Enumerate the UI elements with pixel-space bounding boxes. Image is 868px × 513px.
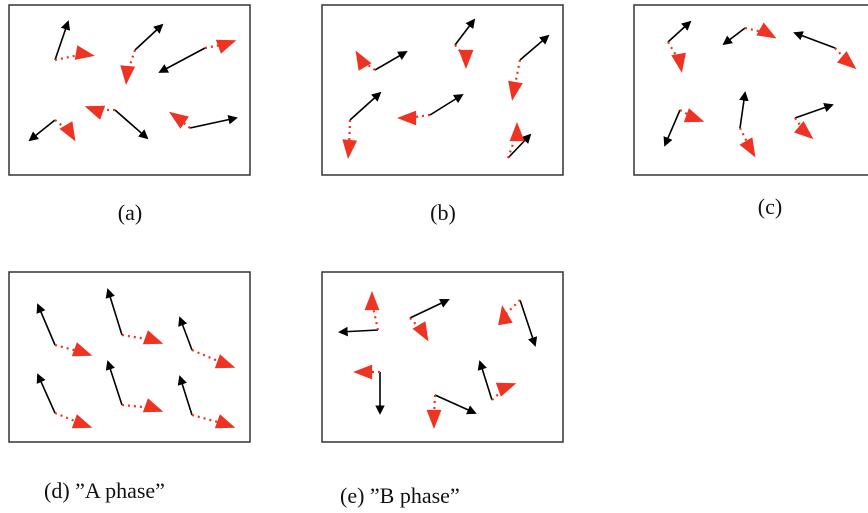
red-spin-arrow	[837, 51, 857, 70]
red-spin-arrow	[498, 305, 513, 326]
black-spin-arrow	[663, 109, 681, 147]
panel-e-caption: (e) ”B phase”	[340, 483, 460, 508]
panel-b-frame	[321, 4, 564, 176]
black-spin-arrow	[434, 394, 477, 415]
panel-c-caption: (c)	[758, 194, 782, 219]
black-spin-arrow	[739, 91, 749, 129]
red-spin-arrow	[683, 108, 705, 123]
red-spin-arrow	[71, 414, 93, 429]
panel-a-caption: (a)	[118, 200, 142, 225]
black-spin-arrow	[189, 114, 238, 129]
red-spin-arrow	[168, 111, 189, 129]
black-spin-arrow	[36, 373, 56, 414]
red-spin-arrow	[756, 22, 777, 39]
red-spin-arrow	[794, 121, 814, 140]
dotted-bond-link	[54, 343, 83, 354]
black-spin-arrow	[177, 375, 193, 416]
panel-a-frame	[8, 4, 251, 176]
panel-e-frame	[321, 271, 564, 443]
black-spin-arrow	[722, 27, 746, 46]
black-spin-arrow	[519, 299, 538, 347]
red-spin-arrow	[412, 321, 429, 342]
black-spin-arrow	[114, 109, 149, 140]
red-spin-arrow	[74, 45, 95, 60]
dotted-bond-link	[506, 132, 519, 159]
red-spin-arrow	[509, 122, 525, 142]
black-spin-arrow	[409, 298, 450, 319]
red-spin-arrow	[495, 382, 517, 397]
red-spin-arrow	[353, 364, 373, 380]
black-spin-arrow	[519, 34, 550, 61]
red-spin-arrow	[59, 121, 76, 142]
black-spin-arrow	[667, 20, 692, 43]
panel-d-frame	[8, 271, 251, 443]
black-spin-arrow	[28, 119, 56, 142]
panel-c-frame	[633, 4, 868, 176]
red-spin-arrow	[84, 105, 106, 120]
black-spin-arrow	[794, 103, 834, 119]
red-spin-arrow	[739, 137, 756, 158]
dotted-bond-link	[125, 49, 137, 75]
black-spin-arrow	[54, 20, 71, 61]
black-spin-arrow	[36, 303, 56, 346]
red-spin-arrow	[426, 409, 442, 429]
black-spin-arrow	[374, 51, 408, 71]
red-spin-arrow	[214, 354, 236, 369]
spin-pairs	[28, 18, 857, 429]
red-spin-arrow	[355, 50, 372, 71]
red-spin-arrow	[364, 291, 380, 311]
panel-b-caption: (b)	[430, 200, 456, 225]
red-spin-arrow	[671, 52, 686, 73]
red-spin-arrow	[458, 49, 474, 69]
black-spin-arrow	[429, 93, 464, 116]
red-spin-arrow	[142, 398, 164, 413]
red-spin-arrow	[71, 342, 93, 357]
red-spin-arrow	[120, 65, 136, 85]
panel-d-caption: (d) ”A phase”	[44, 478, 165, 503]
black-spin-arrow	[507, 133, 532, 159]
black-spin-arrow	[105, 288, 123, 336]
black-spin-arrow	[454, 18, 476, 46]
black-spin-arrow	[178, 316, 193, 351]
red-spin-arrow	[215, 39, 237, 54]
black-spin-arrow	[477, 360, 493, 401]
red-spin-arrow	[342, 139, 358, 159]
black-spin-arrow	[349, 91, 382, 121]
black-spin-arrow	[134, 23, 164, 51]
red-spin-arrow	[214, 414, 236, 429]
black-spin-arrow	[793, 31, 836, 49]
black-spin-arrow	[158, 47, 206, 73]
red-spin-arrow	[142, 330, 164, 345]
black-spin-arrow	[105, 360, 123, 406]
red-spin-arrow	[397, 110, 417, 126]
red-spin-arrow	[508, 80, 523, 101]
black-spin-arrow	[338, 326, 379, 337]
